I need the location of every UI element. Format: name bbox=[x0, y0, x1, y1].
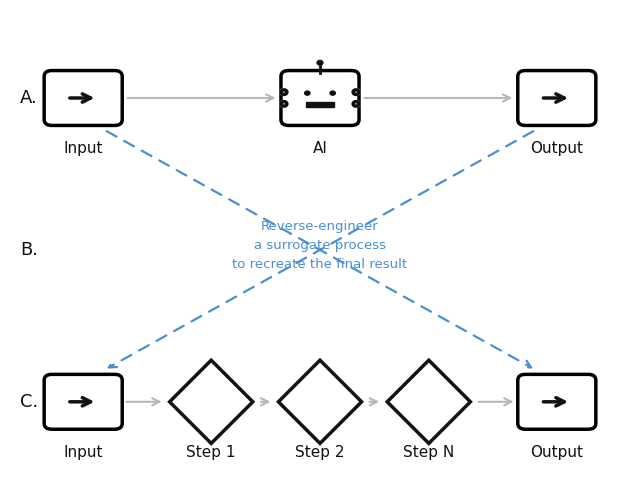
Text: A.: A. bbox=[20, 89, 38, 107]
Text: Step 2: Step 2 bbox=[295, 445, 345, 460]
FancyBboxPatch shape bbox=[44, 374, 122, 429]
Circle shape bbox=[353, 90, 359, 95]
FancyBboxPatch shape bbox=[281, 71, 359, 125]
Text: C.: C. bbox=[20, 393, 38, 411]
Text: AI: AI bbox=[312, 141, 328, 156]
Text: Input: Input bbox=[63, 141, 103, 156]
Circle shape bbox=[330, 91, 335, 95]
Text: Input: Input bbox=[63, 445, 103, 460]
Bar bbox=[306, 102, 334, 106]
FancyBboxPatch shape bbox=[44, 71, 122, 125]
FancyBboxPatch shape bbox=[518, 374, 596, 429]
Circle shape bbox=[353, 101, 359, 106]
Text: Step 1: Step 1 bbox=[186, 445, 236, 460]
Circle shape bbox=[281, 90, 287, 95]
Circle shape bbox=[317, 60, 323, 65]
Circle shape bbox=[281, 101, 287, 106]
FancyBboxPatch shape bbox=[518, 71, 596, 125]
Text: Output: Output bbox=[531, 445, 583, 460]
Text: Step N: Step N bbox=[403, 445, 454, 460]
Circle shape bbox=[305, 91, 310, 95]
Text: Reverse-engineer
a surrogate process
to recreate the final result: Reverse-engineer a surrogate process to … bbox=[232, 220, 408, 270]
Text: B.: B. bbox=[20, 241, 38, 259]
Text: Output: Output bbox=[531, 141, 583, 156]
